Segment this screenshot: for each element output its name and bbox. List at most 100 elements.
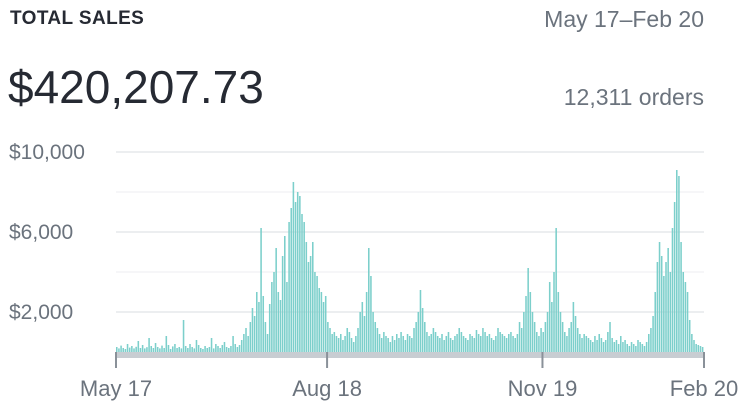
sales-bar	[365, 292, 368, 352]
sales-bar	[622, 342, 624, 352]
sales-bar	[436, 336, 439, 352]
sales-bar	[527, 268, 529, 352]
sales-bar	[536, 332, 538, 352]
sales-bar	[327, 322, 329, 352]
sales-bar	[531, 312, 534, 352]
sales-bar	[538, 336, 540, 352]
sales-bar	[118, 348, 120, 352]
sales-bar	[551, 302, 553, 352]
sales-bar	[443, 340, 445, 352]
sales-bar	[202, 349, 204, 352]
sales-bar	[223, 342, 226, 352]
sales-bar	[415, 322, 417, 352]
sales-bar	[152, 348, 155, 352]
sales-bar	[348, 332, 351, 352]
sales-bar	[337, 338, 340, 352]
sales-bar	[669, 272, 672, 352]
x-tick-label: Nov 19	[508, 376, 578, 401]
sales-bar	[518, 322, 521, 352]
sales-bar	[688, 320, 691, 352]
sales-bar	[508, 334, 510, 352]
sales-bar	[245, 328, 247, 352]
sales-bar	[553, 272, 555, 352]
sales-bar	[374, 322, 377, 352]
sales-bar	[628, 346, 631, 352]
sales-bar	[604, 340, 607, 352]
sales-bar	[568, 328, 570, 352]
sales-bar	[555, 228, 557, 352]
sales-bar	[525, 296, 527, 352]
sales-bar	[648, 334, 650, 352]
sales-bar	[271, 282, 273, 352]
sales-bar	[363, 316, 366, 352]
sales-bar	[426, 332, 428, 352]
sales-bar	[447, 332, 450, 352]
sales-bar	[208, 347, 211, 352]
total-sales-value: $420,207.73	[8, 61, 264, 113]
sales-bar	[230, 346, 232, 352]
sales-bar	[247, 336, 249, 352]
sales-bar	[462, 336, 465, 352]
sales-bar	[197, 345, 200, 352]
sales-bar	[301, 214, 303, 352]
sales-bar	[296, 192, 299, 352]
sales-bar	[180, 348, 183, 352]
sales-bar	[191, 347, 193, 352]
sales-bar	[503, 336, 506, 352]
sales-bar	[236, 347, 239, 352]
sales-bar	[206, 348, 209, 352]
sales-bar	[430, 334, 433, 352]
sales-bar	[144, 348, 146, 352]
sales-bar	[350, 338, 353, 352]
sales-bar	[258, 302, 260, 352]
sales-bar	[299, 196, 301, 352]
sales-bar	[686, 292, 689, 352]
sales-bar	[454, 336, 456, 352]
sales-bar	[137, 341, 140, 352]
sales-bar	[486, 336, 489, 352]
sales-bar	[475, 330, 478, 352]
sales-bar	[693, 340, 695, 352]
sales-bar	[294, 202, 297, 352]
sales-bar	[408, 336, 411, 352]
sales-bar	[699, 346, 702, 352]
x-tick-label: Aug 18	[292, 376, 362, 401]
sales-bar	[335, 336, 338, 352]
sales-bar	[174, 344, 176, 352]
sales-bar	[449, 338, 452, 352]
sales-bar	[667, 248, 669, 352]
sales-bar	[611, 338, 613, 352]
sales-bar	[292, 182, 295, 352]
sales-bar	[495, 336, 497, 352]
sales-bar	[150, 346, 153, 352]
sales-bar	[411, 338, 413, 352]
sales-bar	[417, 312, 420, 352]
sales-bar	[589, 340, 592, 352]
sales-bar	[312, 242, 314, 352]
sales-bar	[501, 334, 504, 352]
sales-bar	[421, 308, 424, 352]
sales-bar	[275, 248, 277, 352]
sales-bar	[452, 340, 454, 352]
sales-bar	[225, 347, 228, 352]
sales-bar	[441, 334, 443, 352]
sales-bar	[316, 276, 318, 352]
sales-bar	[542, 332, 545, 352]
sales-bar	[654, 292, 657, 352]
sales-bar	[172, 346, 174, 352]
sales-bar	[324, 296, 327, 352]
sales-bar	[249, 322, 252, 352]
sales-bar	[499, 332, 501, 352]
sales-bar	[643, 346, 646, 352]
sales-bar	[204, 346, 206, 352]
sales-bar	[156, 347, 159, 352]
sales-bar	[480, 336, 482, 352]
sales-bar	[116, 347, 118, 352]
sales-bar	[632, 344, 635, 352]
sales-bar	[165, 336, 168, 352]
sales-bar	[671, 228, 674, 352]
sales-bar	[303, 222, 305, 352]
sales-bar	[469, 334, 471, 352]
date-range-label[interactable]: May 17–Feb 20	[544, 6, 704, 32]
sales-bar	[286, 282, 288, 352]
